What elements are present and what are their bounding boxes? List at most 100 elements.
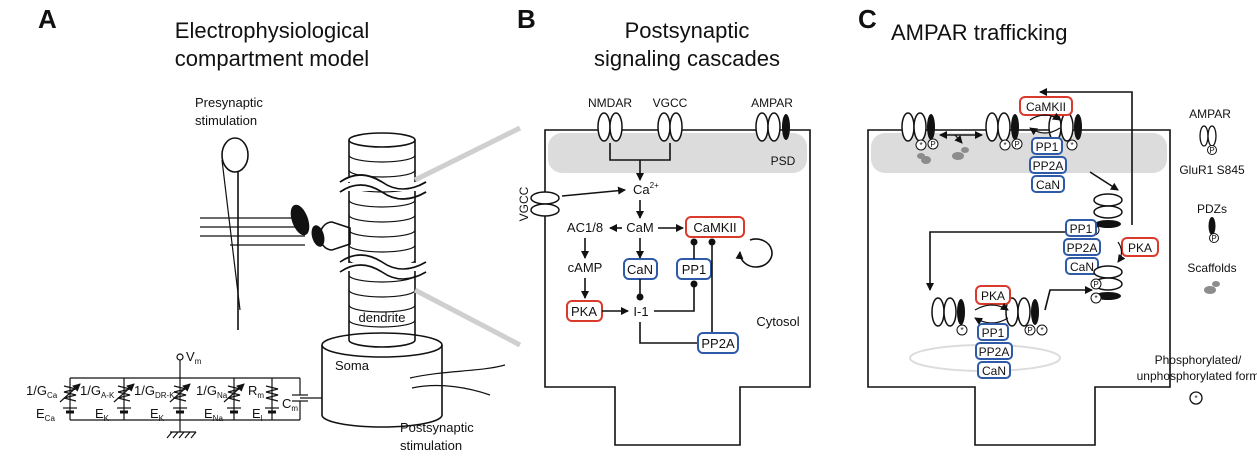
svg-text:*: * <box>1070 141 1073 150</box>
camkii-box <box>685 216 745 238</box>
legend-pdzs-label: PDZs <box>1197 202 1227 216</box>
cm-label: Cm <box>282 396 298 413</box>
g-ak-label: 1/GA-K <box>80 383 115 400</box>
ac-label: AC1/8 <box>567 220 603 235</box>
panel-a-title-line2: compartment model <box>175 46 369 71</box>
i1-label: I-1 <box>633 304 648 319</box>
rm-label: Rm <box>248 383 264 400</box>
svg-text:PKA: PKA <box>981 289 1005 303</box>
panel-b: B Postsynaptic signaling cascades PSD NM… <box>517 4 811 446</box>
panel-c-letter: C <box>858 4 877 34</box>
dendrite-column <box>339 132 427 340</box>
svg-text:PP2A: PP2A <box>1033 159 1064 173</box>
exocytosis-arrow <box>1044 286 1093 311</box>
panel-a-title-line1: Electrophysiological <box>175 18 369 43</box>
presynaptic-terminal <box>290 204 310 236</box>
dendrite-label: dendrite <box>359 310 406 325</box>
equivalent-circuit: Vm 1/GCa ECa 1/GA-K <box>26 349 322 439</box>
ca-label: Ca2+ <box>633 181 659 197</box>
ampar-unit-lateral: * <box>1088 193 1123 236</box>
svg-text:*: * <box>1094 294 1097 303</box>
camkii-label: CaMKII <box>693 220 736 235</box>
postsynaptic-label-line1: Postsynaptic <box>400 420 474 435</box>
ampar-unit: * <box>931 297 968 336</box>
legend-scaffold-icon <box>1204 281 1220 294</box>
recycle-arrow <box>1039 88 1133 225</box>
vgcc-side-channel <box>530 191 560 217</box>
nmdar-channel <box>597 112 623 142</box>
endocytosis-arrow <box>926 231 1095 291</box>
presynaptic-label-line2: stimulation <box>195 113 257 128</box>
panel-a: A Electrophysiological compartment model… <box>26 4 522 453</box>
presynaptic-label-line1: Presynaptic <box>195 95 263 110</box>
svg-text:*: * <box>960 326 963 335</box>
i1-inhibit-pp1 <box>654 280 698 312</box>
el-label: El <box>252 406 263 423</box>
svg-text:P: P <box>1093 280 1098 289</box>
pka-box-c2 <box>975 285 1011 305</box>
camkii-autophospho-arrow <box>735 238 773 268</box>
pp1-box-c2 <box>1065 219 1097 237</box>
legend-star-icon: * <box>1189 391 1203 405</box>
pka-label: PKA <box>571 304 597 319</box>
svg-text:CaN: CaN <box>1070 260 1094 274</box>
vm-node <box>176 353 184 361</box>
can-box-c1 <box>1031 175 1065 193</box>
scaffold-dots <box>952 147 969 160</box>
svg-text:PP1: PP1 <box>1070 222 1093 236</box>
pka-box-c1 <box>1121 237 1159 257</box>
g-na-label: 1/GNa <box>196 383 228 400</box>
e-na-label: ENa <box>204 406 223 423</box>
svg-text:P: P <box>1211 234 1216 243</box>
vgcc-side-label: VGCC <box>517 186 531 221</box>
e-k-label: EK <box>95 406 110 423</box>
ampar-unit-lateral: P * <box>1090 265 1123 304</box>
vgcc-top-channel <box>657 112 683 142</box>
camp-label: cAMP <box>568 260 603 275</box>
legend-glur1-label: GluR1 S845 <box>1179 163 1245 177</box>
postsynaptic-electrode <box>409 364 506 379</box>
arrow-vgcc-ca <box>561 186 626 197</box>
psd-band-c <box>871 133 1167 173</box>
soma-label: Soma <box>335 358 370 373</box>
g-drk-label: 1/GDR-K <box>134 383 175 400</box>
e-ca-label: ECa <box>36 406 55 423</box>
svg-text:*: * <box>1194 394 1197 403</box>
panel-a-letter: A <box>38 4 57 34</box>
legend-scaffolds-label: Scaffolds <box>1187 261 1236 275</box>
cell-outline-c <box>867 129 1171 446</box>
pp1-label: PP1 <box>682 262 707 277</box>
pp2a-box <box>697 332 739 354</box>
dendritic-spine <box>319 221 351 251</box>
nmdar-label: NMDAR <box>588 96 632 110</box>
svg-text:*: * <box>919 141 922 150</box>
panel-b-title-line2: signaling cascades <box>594 46 780 71</box>
panel-b-letter: B <box>517 4 536 34</box>
pp2a-box-c3 <box>975 342 1013 360</box>
pp2a-box-c1 <box>1029 156 1067 174</box>
ampar-label: AMPAR <box>751 96 793 110</box>
postsynaptic-label-line2: stimulation <box>400 438 462 453</box>
svg-text:CaN: CaN <box>1036 178 1060 192</box>
svg-text:*: * <box>1003 141 1006 150</box>
vm-label: Vm <box>186 349 202 366</box>
ampar-unit: * P <box>985 112 1023 151</box>
svg-text:P: P <box>1209 146 1214 155</box>
svg-text:PKA: PKA <box>1128 241 1152 255</box>
soma-cylinder <box>321 332 443 428</box>
svg-text:CaN: CaN <box>982 364 1006 378</box>
can-box-c2 <box>1065 257 1099 275</box>
g-ca-label: 1/GCa <box>26 383 58 400</box>
legend-pdz-icon: P <box>1208 217 1219 243</box>
svg-text:PP2A: PP2A <box>1067 241 1098 255</box>
pp2a-box-c2 <box>1063 238 1101 256</box>
psd-label: PSD <box>771 154 796 168</box>
pp1-box-c3 <box>977 323 1009 341</box>
ampar-unit: * P <box>901 112 939 164</box>
legend-phospho-line2: unphosphorylated form <box>1137 369 1257 383</box>
camkii-label-c: CaMKII <box>1026 100 1066 114</box>
projection-line <box>413 287 522 348</box>
cell-outline <box>544 129 811 446</box>
cytosol-label: Cytosol <box>756 314 799 329</box>
